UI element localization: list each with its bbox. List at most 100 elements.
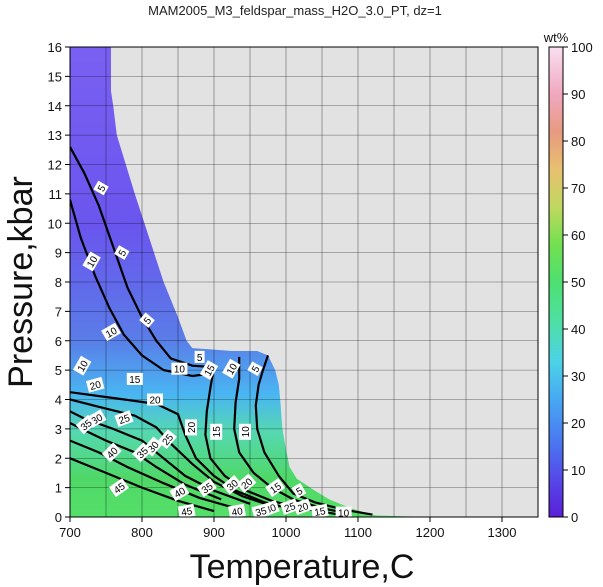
y-tick-label-0: 0 [55, 510, 62, 525]
x-tick-label-1300: 1300 [488, 525, 517, 540]
contour-label-bg [310, 503, 329, 519]
contour-label-text: 5 [295, 486, 306, 499]
contour-label-13: 15 [126, 372, 143, 386]
contour-label-text: 10 [338, 509, 350, 520]
contour-label-text: 5 [142, 315, 154, 327]
contour-label-text: 15 [212, 426, 223, 438]
contour-label-25: 25 [280, 498, 300, 516]
contour-label-bg [293, 498, 313, 516]
contour-label-33: 35 [251, 503, 271, 520]
contour-label-text: 10 [174, 365, 186, 376]
contour-label-text: 15 [203, 363, 218, 379]
cbar-tick-label-70: 70 [571, 181, 585, 196]
contour-label-bg [247, 361, 263, 377]
contour-label-bg [75, 414, 96, 435]
contour-label-7: 10 [101, 322, 121, 342]
y-tick-label-16: 16 [48, 40, 62, 55]
cbar-tick-label-30: 30 [571, 369, 585, 384]
contour-label-6: 10 [82, 251, 101, 272]
contour-label-text: 15 [314, 506, 327, 519]
contour-label-9: 10 [171, 362, 188, 376]
colorbar-gradient-bar [548, 46, 564, 518]
contour-label-19: 20 [147, 393, 163, 407]
contour-label-bg [335, 506, 352, 519]
contour-label-text: 45 [180, 506, 193, 519]
y-tick-label-2: 2 [55, 451, 62, 466]
contour-40-9 [70, 439, 236, 510]
y-tick-label-9: 9 [55, 246, 62, 261]
contour-label-14: 15 [199, 360, 219, 381]
y-tick-label-1: 1 [55, 481, 62, 496]
y-tick-label-6: 6 [55, 334, 62, 349]
contour-label-15: 15 [210, 423, 223, 440]
x-tick-label-1100: 1100 [344, 525, 372, 540]
contour-label-text: 5 [250, 364, 263, 375]
contour-label-1: 5 [114, 245, 130, 260]
cbar-tick-label-40: 40 [571, 322, 585, 337]
contour-label-text: 10 [76, 359, 91, 375]
x-tick-label-800: 800 [131, 525, 153, 540]
contour-label-20: 20 [185, 419, 198, 436]
colorbar: wt% 0 10 20 30 40 50 60 70 80 90 100 [543, 30, 593, 525]
contour-label-text: 10 [225, 362, 240, 378]
y-tick-label-12: 12 [48, 158, 62, 173]
y-tick-label-4: 4 [55, 393, 62, 408]
contour-label-bg [222, 358, 241, 379]
contour-label-text: 40 [173, 486, 189, 501]
contour-label-text: 5 [197, 353, 203, 364]
contour-label-text: 20 [187, 421, 198, 433]
contour-label-36: 40 [228, 503, 246, 519]
contour-label-bg [185, 419, 197, 436]
chart-title: MAM2005_M3_feldspar_mass_H2O_3.0_PT, dz=… [148, 3, 442, 18]
contour-5-0 [70, 146, 215, 369]
y-tick-label-5: 5 [55, 363, 62, 378]
contour-label-bg [109, 478, 129, 498]
contour-label-text: 10 [241, 426, 252, 438]
contour-label-bg [139, 312, 155, 328]
contour-label-bg [239, 423, 251, 440]
contour-label-bg [199, 360, 219, 381]
contour-label-text: 35 [254, 506, 268, 520]
contour-label-0: 5 [93, 180, 109, 196]
contour-label-10: 10 [222, 358, 241, 379]
contour-label-bg [82, 251, 101, 272]
contour-label-bg [222, 474, 242, 495]
y-tick-label-11: 11 [49, 187, 63, 202]
colorbar-label: wt% [543, 30, 569, 45]
contour-label-text: 25 [283, 501, 298, 515]
y-axis-label: Pressure,kbar [2, 176, 40, 388]
y-tick-label-14: 14 [48, 99, 62, 114]
x-axis-ticks: 700 800 900 1000 1100 1200 1300 [59, 517, 516, 540]
contour-label-4: 5 [247, 361, 263, 377]
contour-label-text: 10 [104, 325, 120, 340]
contour-label-38: 45 [177, 503, 196, 519]
contour-label-bg [85, 376, 105, 393]
contour-label-text: 25 [117, 413, 132, 427]
contour-label-bg [73, 355, 92, 376]
y-tick-label-7: 7 [55, 304, 62, 319]
x-axis-label: Temperature,C [190, 548, 415, 586]
x-tick-label-1200: 1200 [416, 525, 445, 540]
contour-label-bg [177, 503, 196, 519]
cbar-tick-label-60: 60 [571, 228, 585, 243]
cbar-tick-label-80: 80 [571, 134, 585, 149]
contour-label-bg [114, 245, 130, 260]
contour-label-2: 5 [139, 312, 155, 328]
contour-label-12: 10 [335, 506, 352, 520]
cbar-tick-label-10: 10 [571, 463, 585, 478]
contour-label-text: 20 [149, 396, 161, 407]
contour-label-text: 20 [89, 379, 103, 393]
contour-label-bg [236, 473, 257, 493]
y-tick-label-8: 8 [55, 275, 62, 290]
contour-label-23: 25 [114, 410, 134, 427]
contour-label-text: 15 [129, 375, 141, 386]
contour-label-17: 15 [265, 478, 286, 498]
contour-label-text: 5 [117, 248, 130, 259]
contour-label-bg [132, 442, 152, 463]
contour-label-11: 10 [239, 423, 252, 440]
cbar-tick-label-100: 100 [571, 40, 593, 55]
contour-label-bg [101, 322, 121, 342]
contour-label-bg [280, 498, 300, 516]
